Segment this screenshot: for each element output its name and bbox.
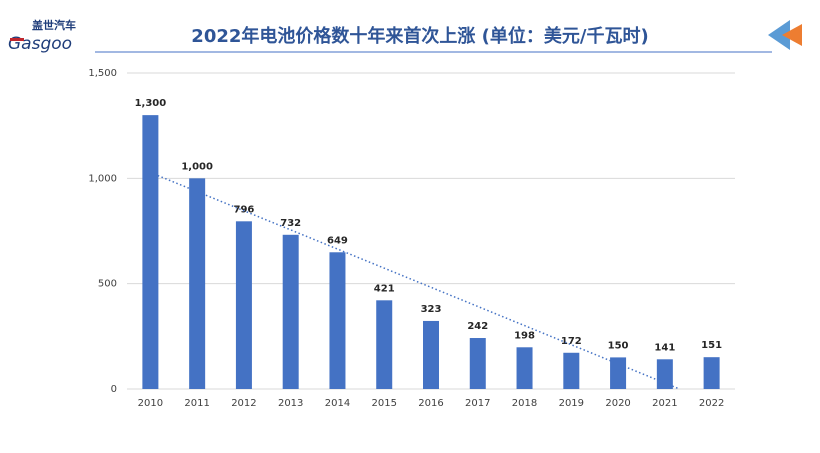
- y-tick-label: 500: [98, 279, 117, 290]
- x-tick-label: 2013: [278, 398, 303, 409]
- header-arrow: [768, 20, 790, 50]
- x-tick-label: 2012: [231, 398, 256, 409]
- value-label: 796: [233, 204, 254, 215]
- chart-title: 2022年电池价格数十年来首次上涨 (单位：美元/千瓦时): [191, 25, 648, 47]
- bar: [142, 115, 159, 389]
- bar: [469, 338, 486, 389]
- value-label: 198: [514, 330, 535, 341]
- x-tick-label: 2019: [559, 398, 584, 409]
- bar: [376, 300, 393, 389]
- bar: [703, 357, 720, 389]
- value-label: 141: [654, 342, 675, 353]
- x-tick-label: 2022: [699, 398, 724, 409]
- value-label: 421: [374, 283, 395, 294]
- y-tick-label: 1,500: [88, 68, 117, 79]
- x-tick-label: 2011: [184, 398, 209, 409]
- x-tick-label: 2015: [372, 398, 397, 409]
- bar: [610, 357, 627, 389]
- brand-logo: Gasgoo: [8, 34, 72, 54]
- y-tick-label: 1,000: [88, 173, 117, 184]
- logo: 盖世汽车 Gasgoo: [8, 18, 76, 54]
- bar: [563, 352, 580, 389]
- x-tick-label: 2014: [325, 398, 350, 409]
- bar: [282, 234, 299, 389]
- value-label: 1,300: [135, 98, 167, 109]
- bar: [656, 359, 673, 389]
- bar: [423, 320, 439, 389]
- y-tick-label: 0: [111, 384, 117, 395]
- brand-name: 盖世汽车: [32, 18, 76, 32]
- x-tick-label: 2016: [418, 398, 443, 409]
- value-label: 323: [421, 304, 442, 315]
- trend-line: [150, 171, 680, 390]
- x-tick-label: 2018: [512, 398, 537, 409]
- x-tick-label: 2010: [138, 398, 163, 409]
- value-label: 151: [701, 340, 722, 351]
- value-label: 649: [327, 235, 348, 246]
- logo-stripe: [10, 38, 24, 41]
- x-tick-label: 2020: [605, 398, 630, 409]
- bar: [189, 178, 206, 389]
- bar: [329, 252, 346, 389]
- x-tick-label: 2017: [465, 398, 490, 409]
- value-label: 172: [561, 336, 582, 347]
- value-label: 732: [280, 218, 301, 229]
- value-label: 1,000: [181, 161, 213, 172]
- value-label: 242: [467, 321, 488, 332]
- bar: [516, 347, 533, 389]
- value-label: 150: [608, 340, 629, 351]
- header-arrow: [782, 24, 802, 46]
- bar: [235, 221, 252, 389]
- x-tick-label: 2021: [652, 398, 677, 409]
